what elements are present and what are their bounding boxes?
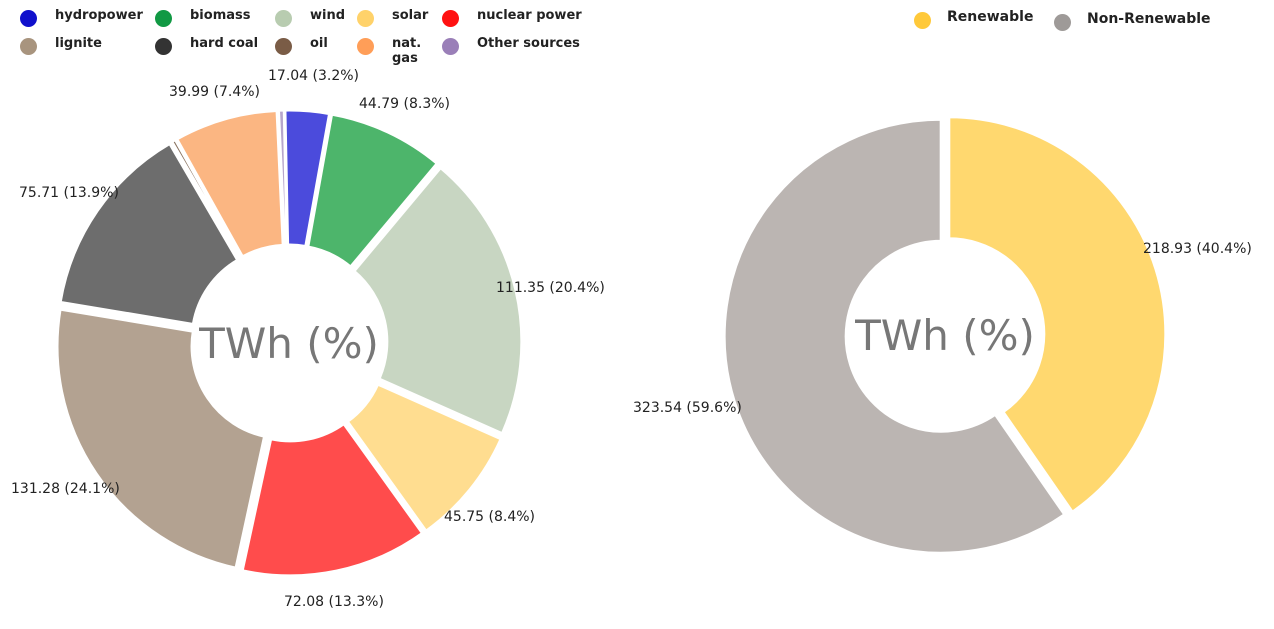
- slice-hydropower[interactable]: [283, 108, 332, 248]
- legend-label-biomass: biomass: [190, 8, 251, 23]
- center-label: TWh (%): [198, 319, 379, 368]
- legend-item-hard-coal[interactable]: hard coal: [155, 36, 258, 55]
- legend-swatch-biomass: [155, 10, 172, 27]
- legend-label-non-renewable: Non-Renewable: [1087, 11, 1211, 27]
- legend-item-lignite[interactable]: lignite: [20, 36, 102, 55]
- legend-item-renewable[interactable]: Renewable: [914, 10, 1033, 29]
- legend-swatch-nat-gas: [357, 38, 374, 55]
- legend-swatch-other-sources: [442, 38, 459, 55]
- legend-swatch-renewable: [914, 12, 931, 29]
- legend-label-wind: wind: [310, 8, 346, 23]
- legend-swatch-oil: [275, 38, 292, 55]
- legend-item-oil[interactable]: oil: [275, 36, 328, 55]
- legend-label-hydropower: hydropower: [55, 8, 143, 23]
- legend-label-lignite: lignite: [55, 36, 102, 51]
- slice-lignite[interactable]: [55, 307, 267, 570]
- legend-swatch-wind: [275, 10, 292, 27]
- energy-sources-donut-chart: 17.04 (3.2%)44.79 (8.3%) 111.35 (20.4%) 45…: [11, 68, 605, 610]
- data-label-renewable: 218.93 (40.4%): [1143, 241, 1252, 257]
- legend-label-oil: oil: [310, 36, 328, 51]
- legend-label-other-sources: Other sources: [477, 36, 580, 51]
- data-label-lignite: 131.28 (24.1%): [11, 481, 120, 497]
- legend-swatch-nuclear-power: [442, 10, 459, 27]
- legend-swatch-non-renewable: [1054, 14, 1071, 31]
- slice-nat-gas[interactable]: [175, 108, 285, 259]
- center-label: TWh (%): [854, 311, 1035, 360]
- legend-item-hydropower[interactable]: hydropower: [20, 8, 143, 27]
- slice-biomass[interactable]: [306, 112, 439, 269]
- legend-swatch-lignite: [20, 38, 37, 55]
- slice-wind[interactable]: [352, 166, 524, 436]
- data-label-non-renewable: 323.54 (59.6%): [633, 400, 742, 416]
- data-label-hydropower: 17.04 (3.2%): [268, 68, 359, 84]
- legend-swatch-solar: [357, 10, 374, 27]
- slice-hard-coal[interactable]: [58, 141, 240, 326]
- legend-label-nuclear-power: nuclear power: [477, 8, 582, 23]
- legend-item-solar[interactable]: solar: [357, 8, 428, 27]
- legend-item-non-renewable[interactable]: Non-Renewable: [1054, 12, 1211, 31]
- data-label-nuclear-power: 72.08 (13.3%): [284, 594, 384, 610]
- data-label-hard-coal: 75.71 (13.9%): [19, 185, 119, 201]
- legend-item-other-sources[interactable]: Other sources: [442, 36, 580, 55]
- legend-label-renewable: Renewable: [947, 9, 1034, 25]
- legend-swatch-hydropower: [20, 10, 37, 27]
- slice-other-sources[interactable]: [276, 108, 289, 247]
- legend-item-nat-gas[interactable]: nat. gas: [357, 36, 421, 66]
- legend-label-hard-coal: hard coal: [190, 36, 259, 51]
- legend-swatch-hard-coal: [155, 38, 172, 55]
- legend-label-solar: solar: [392, 8, 429, 23]
- data-label-wind: 111.35 (20.4%): [496, 280, 605, 296]
- data-label-nat-gas: 39.99 (7.4%): [169, 84, 260, 100]
- slice-nuclear-power[interactable]: [240, 422, 425, 578]
- slice-non-renewable[interactable]: [722, 117, 1067, 555]
- legend-item-wind[interactable]: wind: [275, 8, 345, 27]
- legend-label-nat-gas: nat. gas: [392, 36, 422, 66]
- slice-renewable[interactable]: [947, 115, 1168, 514]
- legend-item-nuclear-power[interactable]: nuclear power: [442, 8, 582, 27]
- data-label-biomass: 44.79 (8.3%): [359, 96, 450, 112]
- data-label-solar: 45.75 (8.4%): [444, 509, 535, 525]
- legend-item-biomass[interactable]: biomass: [155, 8, 251, 27]
- slice-solar[interactable]: [345, 382, 503, 533]
